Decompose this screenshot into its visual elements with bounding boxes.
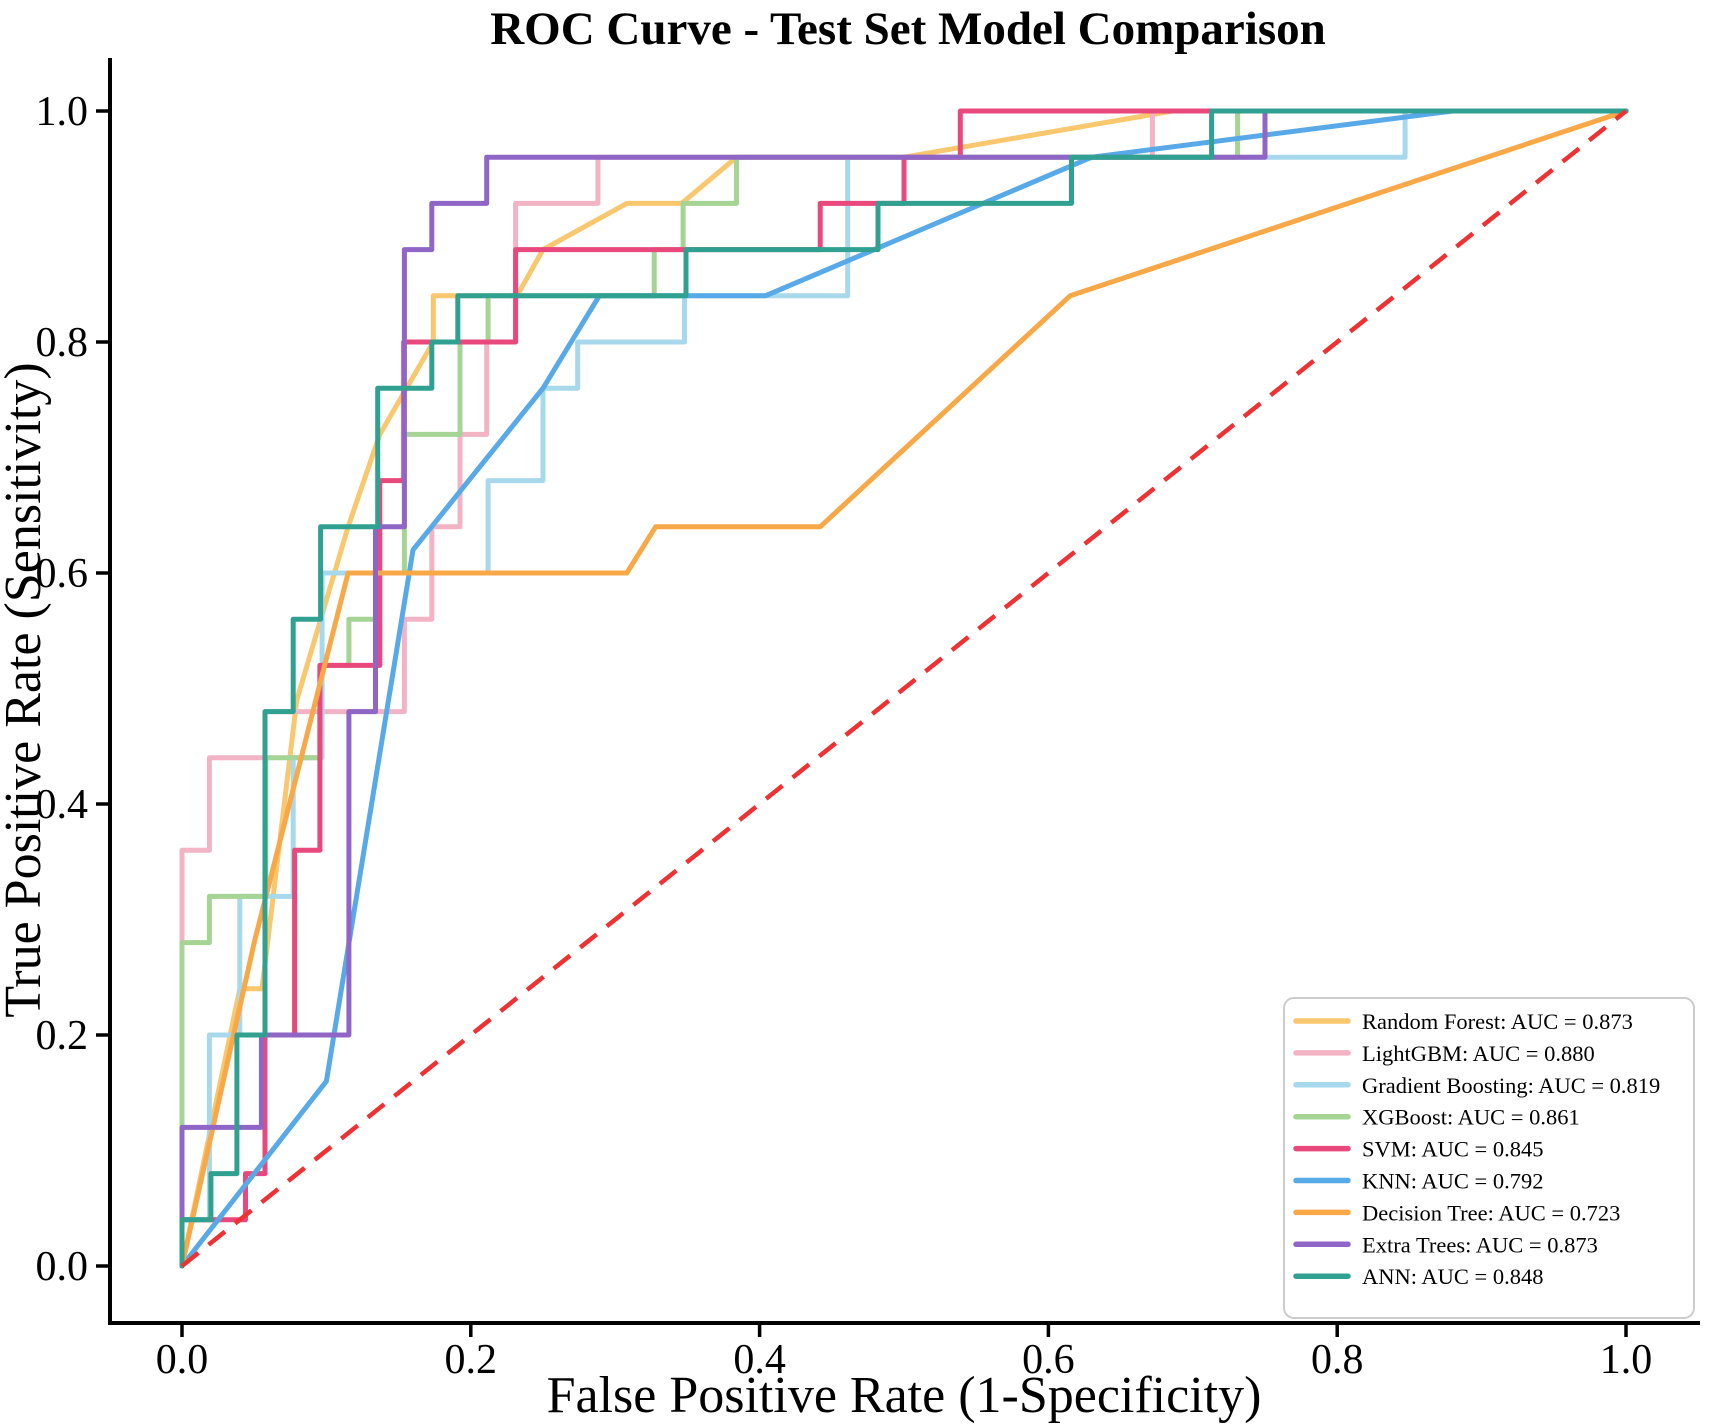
legend-item: Extra Trees: AUC = 0.873 [1293, 1232, 1598, 1257]
x-tick-label: 0.6 [1022, 1337, 1075, 1383]
x-tick-label: 0.2 [445, 1337, 498, 1383]
legend-item-label: LightGBM: AUC = 0.880 [1362, 1041, 1595, 1066]
legend-item-label: Gradient Boosting: AUC = 0.819 [1362, 1073, 1660, 1098]
y-tick-label: 0.2 [36, 1013, 89, 1059]
legend-layer: Random Forest: AUC = 0.873 LightGBM: AUC … [1283, 997, 1695, 1319]
x-tick-label: 0.8 [1311, 1337, 1364, 1383]
y-tick-label: 0.4 [36, 782, 89, 828]
y-tick-label: 0.6 [36, 551, 89, 597]
legend-item-label: Decision Tree: AUC = 0.723 [1362, 1200, 1620, 1225]
legend-item-label: ANN: AUC = 0.848 [1362, 1264, 1543, 1289]
axes-layer: 0.0 0.2 0.4 0.6 0.8 1.0 0.0 0.2 0.4 0.6 0.8 1.0 [36, 58, 1700, 1383]
legend-item: SVM: AUC = 0.845 [1293, 1137, 1543, 1162]
roc-curve-extra-trees [179, 108, 1629, 1269]
legend-item: KNN: AUC = 0.792 [1293, 1169, 1543, 1194]
legend-item-label: KNN: AUC = 0.792 [1362, 1169, 1543, 1194]
legend-item: LightGBM: AUC = 0.880 [1293, 1041, 1595, 1066]
chance-diagonal-line [180, 109, 1628, 1268]
legend-item-label: SVM: AUC = 0.845 [1362, 1137, 1543, 1162]
x-tick-label: 0.4 [733, 1337, 786, 1383]
legend-item: Gradient Boosting: AUC = 0.819 [1293, 1073, 1660, 1098]
y-tick-label: 1.0 [36, 89, 89, 135]
legend-item: ANN: AUC = 0.848 [1293, 1264, 1543, 1289]
y-axis-label: True Positive Rate (Sensitivity) [0, 362, 52, 1017]
y-tick-label: 0.0 [36, 1244, 89, 1290]
x-tick-label: 0.0 [156, 1337, 209, 1383]
chart-title: ROC Curve - Test Set Model Comparison [490, 3, 1326, 55]
y-tick-label: 0.8 [36, 320, 89, 366]
curves-layer [179, 108, 1629, 1269]
legend-item: XGBoost: AUC = 0.861 [1293, 1105, 1580, 1130]
roc-curve-decision-tree [179, 108, 1629, 1269]
legend-item-label: Random Forest: AUC = 0.873 [1362, 1009, 1633, 1034]
legend-item-label: XGBoost: AUC = 0.861 [1362, 1105, 1580, 1130]
legend-item: Random Forest: AUC = 0.873 [1293, 1009, 1633, 1034]
roc-curve-lightgbm [179, 108, 1629, 1269]
legend-item-label: Extra Trees: AUC = 0.873 [1362, 1232, 1598, 1257]
x-axis-label: False Positive Rate (1-Specificity) [547, 1367, 1262, 1424]
legend-item: Decision Tree: AUC = 0.723 [1293, 1200, 1620, 1225]
x-tick-label: 1.0 [1600, 1337, 1653, 1383]
roc-curve-ann [179, 108, 1629, 1269]
legend-box [1283, 997, 1695, 1319]
